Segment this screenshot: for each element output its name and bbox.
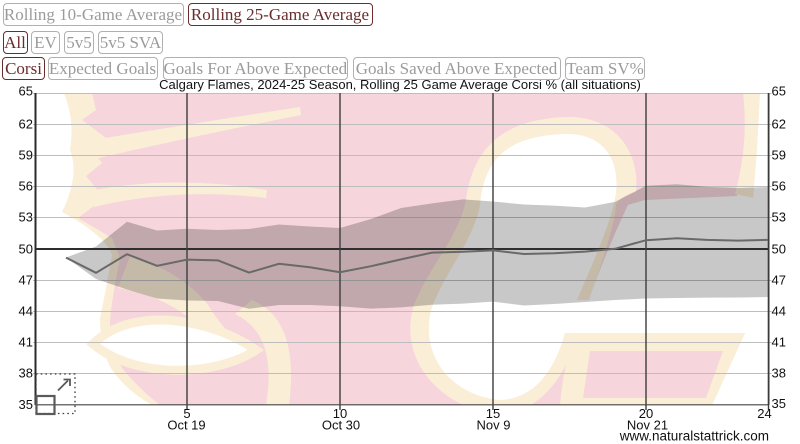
svg-text:65: 65 (19, 84, 33, 99)
svg-text:47: 47 (19, 273, 33, 288)
svg-text:56: 56 (19, 179, 33, 194)
svg-text:53: 53 (772, 210, 786, 225)
svg-text:62: 62 (19, 117, 33, 132)
svg-text:Calgary Flames, 2024-25 Season: Calgary Flames, 2024-25 Season, Rolling … (159, 77, 641, 92)
svg-text:56: 56 (772, 179, 786, 194)
svg-text:15: 15 (486, 406, 500, 421)
svg-text:50: 50 (19, 242, 33, 257)
svg-text:65: 65 (772, 84, 786, 99)
svg-text:Oct 30: Oct 30 (322, 418, 360, 433)
svg-text:10: 10 (333, 406, 347, 421)
svg-text:41: 41 (19, 335, 33, 350)
svg-text:59: 59 (19, 148, 33, 163)
svg-text:35: 35 (772, 396, 786, 411)
svg-text:44: 44 (772, 304, 786, 319)
svg-text:62: 62 (772, 117, 786, 132)
svg-text:38: 38 (19, 366, 33, 381)
svg-text:59: 59 (772, 148, 786, 163)
svg-text:5: 5 (183, 406, 190, 421)
svg-text:44: 44 (19, 304, 33, 319)
svg-text:Nov 9: Nov 9 (477, 418, 511, 433)
svg-text:Nov 21: Nov 21 (627, 418, 668, 433)
svg-text:20: 20 (639, 406, 653, 421)
svg-text:www.naturalstattrick.com: www.naturalstattrick.com (619, 429, 769, 444)
svg-text:35: 35 (19, 397, 33, 412)
svg-text:Oct 19: Oct 19 (167, 418, 205, 433)
svg-text:41: 41 (772, 335, 786, 350)
svg-text:50: 50 (772, 242, 786, 257)
svg-text:24: 24 (757, 406, 771, 421)
svg-text:47: 47 (772, 273, 786, 288)
svg-text:53: 53 (19, 210, 33, 225)
svg-text:38: 38 (772, 366, 786, 381)
